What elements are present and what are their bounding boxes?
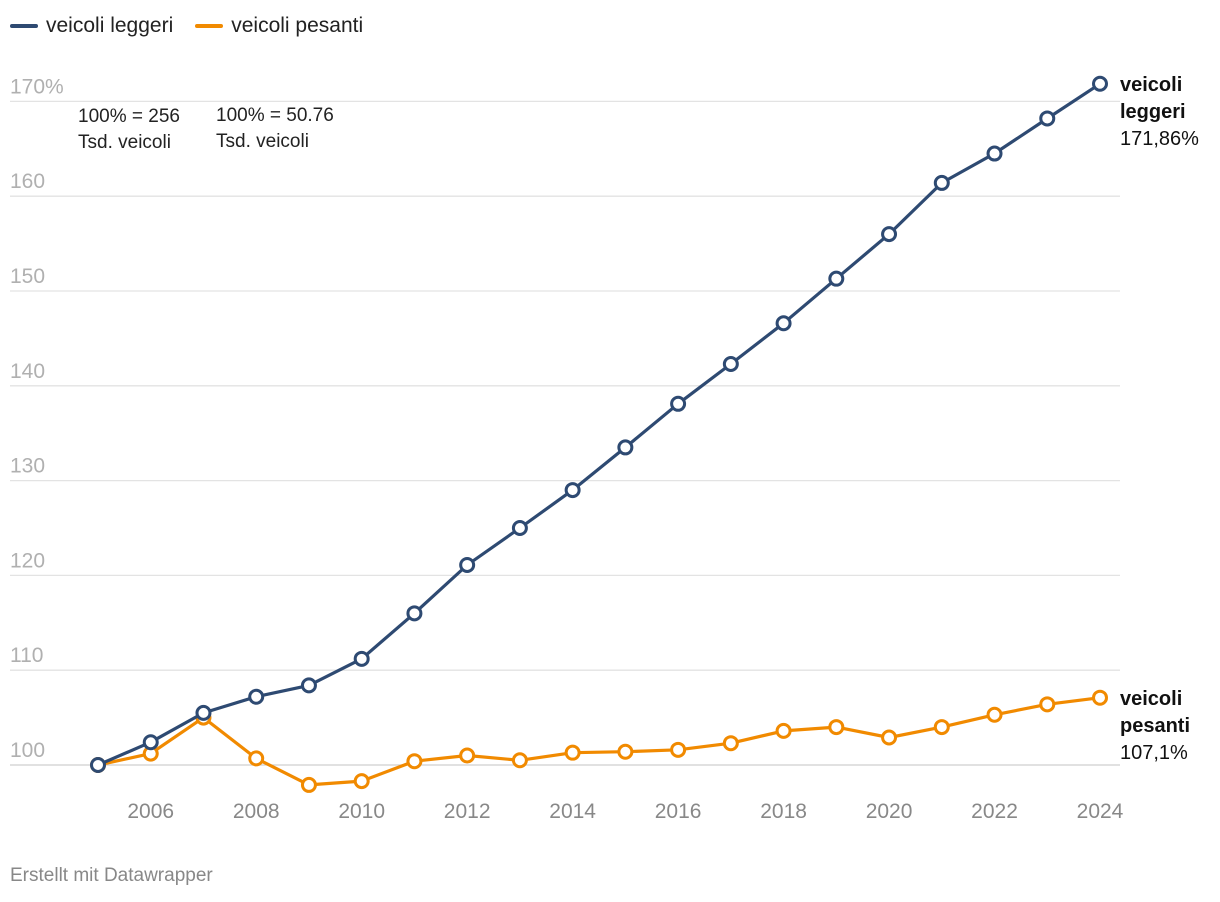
- data-point-pesanti-2013: [511, 752, 528, 769]
- data-point-leggeri-2005: [90, 757, 106, 773]
- annotation-1-line1: 100% = 50.76: [216, 105, 334, 126]
- data-point-pesanti-2015: [617, 743, 634, 760]
- end-label-leggeri-line2: leggeri: [1120, 101, 1186, 123]
- data-point-leggeri-2011: [406, 605, 423, 622]
- y-tick-label-150: 150: [10, 265, 45, 288]
- data-point-leggeri-2007: [195, 704, 212, 721]
- end-label-leggeri-line1: veicoli: [1120, 74, 1182, 96]
- data-point-pesanti-2009: [300, 776, 317, 793]
- data-point-leggeri-2008: [248, 688, 265, 705]
- x-tick-label-2006: 2006: [127, 800, 174, 823]
- legend-label-leggeri: veicoli leggeri: [46, 14, 174, 37]
- data-point-leggeri-2023: [1039, 110, 1056, 127]
- y-tick-label-100: 100: [10, 739, 45, 762]
- y-tick-label-160: 160: [10, 170, 45, 193]
- end-label-pesanti-line2: pesanti: [1120, 715, 1190, 737]
- data-point-pesanti-2010: [353, 773, 370, 790]
- data-point-leggeri-2012: [459, 556, 476, 573]
- data-point-leggeri-2009: [300, 677, 317, 694]
- data-point-leggeri-2018: [775, 315, 792, 332]
- annotation-0-line2: Tsd. veicoli: [78, 132, 171, 153]
- series-line-leggeri: [96, 82, 1102, 767]
- data-point-pesanti-2023: [1039, 696, 1056, 713]
- data-point-leggeri-2010: [353, 650, 370, 667]
- y-tick-label-170: 170%: [10, 75, 64, 98]
- data-point-leggeri-2017: [722, 355, 739, 372]
- data-point-leggeri-2013: [511, 520, 528, 536]
- x-tick-label-2024: 2024: [1077, 800, 1124, 823]
- data-point-pesanti-2022: [986, 706, 1003, 723]
- data-point-pesanti-2020: [881, 729, 898, 746]
- x-tick-label-2018: 2018: [760, 800, 807, 823]
- legend-item-leggeri: veicoli leggeri: [10, 14, 173, 38]
- data-point-pesanti-2019: [828, 719, 845, 736]
- y-tick-label-140: 140: [10, 360, 45, 383]
- line-chart: 100 110 120 130 140 150 160 170% 2006 2008 2010 201…: [10, 74, 1199, 823]
- legend-swatch-leggeri: [10, 24, 38, 28]
- data-point-pesanti-2018: [775, 722, 792, 739]
- y-tick-label-130: 130: [10, 455, 45, 478]
- end-value-label-pesanti: 107,1%: [1120, 742, 1188, 764]
- legend-item-pesanti: veicoli pesanti: [195, 14, 363, 38]
- x-tick-label-2010: 2010: [338, 800, 385, 823]
- annotation-1-line2: Tsd. veicoli: [216, 131, 309, 152]
- end-value-label-leggeri: 171,86%: [1120, 128, 1199, 150]
- data-point-pesanti-2024: [1092, 689, 1108, 706]
- x-tick-label-2012: 2012: [444, 800, 491, 823]
- legend-swatch-pesanti: [195, 24, 224, 28]
- annotation-0-line1: 100% = 256: [78, 106, 180, 127]
- chart-legend: veicoli leggeri veicoli pesanti: [10, 14, 363, 38]
- x-tick-label-2008: 2008: [233, 800, 280, 823]
- data-point-pesanti-2008: [248, 750, 265, 767]
- legend-label-pesanti: veicoli pesanti: [231, 14, 364, 37]
- y-tick-label-120: 120: [10, 549, 45, 572]
- data-point-leggeri-2014: [564, 482, 581, 499]
- data-point-leggeri-2024: [1092, 75, 1108, 92]
- data-point-leggeri-2021: [933, 174, 950, 191]
- data-point-leggeri-2019: [828, 270, 845, 287]
- data-point-leggeri-2016: [670, 395, 687, 412]
- data-point-pesanti-2017: [722, 735, 739, 752]
- x-tick-label-2016: 2016: [655, 800, 702, 823]
- data-point-leggeri-2006: [142, 734, 159, 751]
- data-point-pesanti-2016: [670, 741, 687, 758]
- end-label-pesanti-line1: veicoli: [1120, 688, 1182, 710]
- data-point-leggeri-2020: [881, 226, 898, 243]
- data-point-pesanti-2011: [406, 753, 423, 770]
- x-tick-label-2014: 2014: [549, 800, 596, 823]
- y-tick-label-110: 110: [10, 644, 43, 667]
- series-line-pesanti: [96, 696, 1102, 787]
- data-point-leggeri-2022: [986, 145, 1003, 162]
- data-point-pesanti-2014: [564, 744, 581, 761]
- x-tick-label-2022: 2022: [971, 800, 1018, 823]
- footer-credit: Erstellt mit Datawrapper: [10, 865, 213, 886]
- data-point-pesanti-2012: [459, 747, 476, 764]
- x-tick-label-2020: 2020: [866, 800, 913, 823]
- data-point-pesanti-2021: [933, 719, 950, 736]
- data-point-leggeri-2015: [617, 439, 634, 456]
